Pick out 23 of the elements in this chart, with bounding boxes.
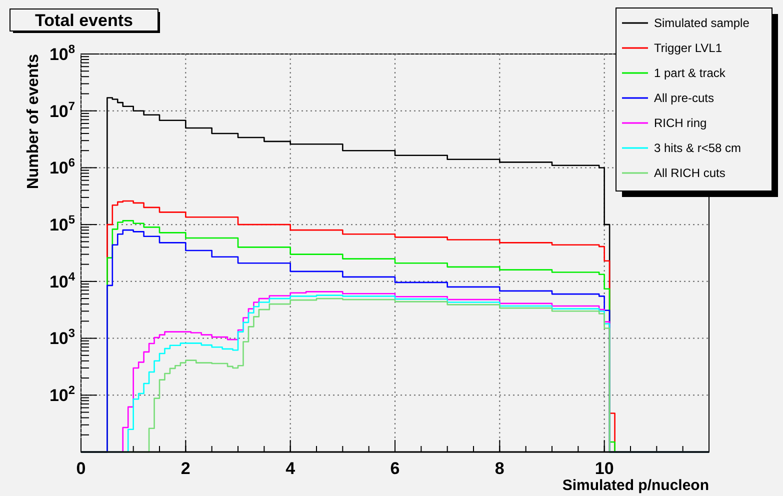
y-axis-title: Number of events bbox=[25, 54, 42, 190]
x-tick-label: 2 bbox=[180, 459, 190, 478]
x-tick-label: 0 bbox=[76, 459, 86, 478]
legend-label: All RICH cuts bbox=[654, 166, 726, 180]
legend-label: Trigger LVL1 bbox=[654, 41, 722, 56]
legend-label: 3 hits & r<58 cm bbox=[654, 141, 742, 156]
legend-label: All pre-cuts bbox=[654, 91, 714, 106]
x-tick-label: 6 bbox=[390, 459, 400, 478]
y-tick-label: 10$^{4}$ bbox=[49, 269, 76, 292]
y-tick-label: 10$^{5}$ bbox=[49, 212, 76, 235]
y-tick-label: 10$^{6}$ bbox=[49, 156, 76, 178]
legend-label: RICH ring bbox=[654, 116, 707, 130]
chart-title: Total events bbox=[35, 11, 133, 30]
y-tick-label: 10$^{2}$ bbox=[49, 383, 76, 406]
x-tick-label: 4 bbox=[286, 459, 296, 478]
y-tick-label: 10$^{7}$ bbox=[49, 98, 76, 121]
x-tick-label: 10 bbox=[594, 459, 614, 478]
legend-label: 1 part & track bbox=[654, 66, 726, 80]
legend-label: Simulated sample bbox=[654, 16, 750, 30]
x-axis-title: Simulated p/nucleon bbox=[562, 477, 709, 494]
y-tick-label: 10$^{8}$ bbox=[49, 42, 76, 64]
x-tick-label: 8 bbox=[494, 459, 504, 478]
y-tick-label: 10$^{3}$ bbox=[49, 326, 76, 348]
